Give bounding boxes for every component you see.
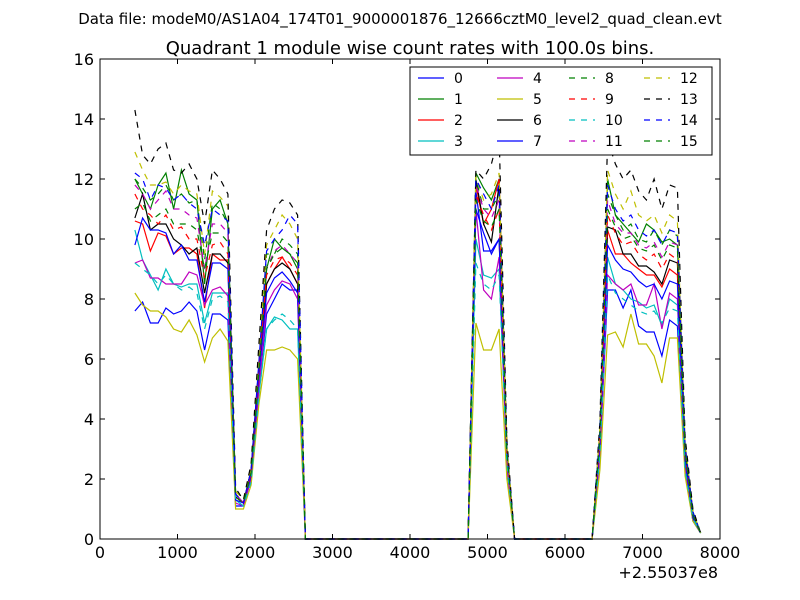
legend-label-8: 8 — [605, 71, 614, 87]
chart-title: Quadrant 1 module wise count rates with … — [166, 38, 655, 59]
legend-label-6: 6 — [533, 113, 542, 129]
legend-label-7: 7 — [533, 134, 542, 150]
series-line-14 — [134, 172, 702, 540]
legend-label-15: 15 — [680, 134, 698, 150]
x-tick-label: 3000 — [312, 543, 353, 562]
plot-area — [134, 109, 702, 540]
x-tick-label: 4000 — [390, 543, 431, 562]
series-line-4 — [134, 208, 702, 540]
series-line-9 — [134, 193, 702, 540]
series-line-15 — [134, 199, 702, 540]
series-line-10 — [134, 262, 702, 540]
series-line-5 — [134, 292, 702, 540]
x-tick-label: 8000 — [700, 543, 741, 562]
y-tick-label: 4 — [84, 410, 94, 429]
x-tick-label: 2000 — [235, 543, 276, 562]
series-line-6 — [134, 178, 702, 540]
legend-label-4: 4 — [533, 71, 542, 87]
y-tick-label: 0 — [84, 530, 94, 549]
y-tick-label: 14 — [74, 110, 94, 129]
y-tick-label: 8 — [84, 290, 94, 309]
legend-label-11: 11 — [605, 134, 623, 150]
y-tick-label: 2 — [84, 470, 94, 489]
y-tick-label: 12 — [74, 170, 94, 189]
x-tick-label: 5000 — [467, 543, 508, 562]
y-tick-label: 6 — [84, 350, 94, 369]
series-line-0 — [134, 190, 702, 540]
series-line-1 — [134, 167, 702, 540]
legend-label-9: 9 — [605, 92, 614, 108]
legend-label-10: 10 — [605, 113, 623, 129]
legend-label-3: 3 — [454, 134, 463, 150]
legend-label-1: 1 — [454, 92, 463, 108]
x-tick-label: 1000 — [157, 543, 198, 562]
legend-label-13: 13 — [680, 92, 698, 108]
legend-box — [409, 66, 713, 156]
x-tick-label: 0 — [95, 543, 105, 562]
x-tick-label: 7000 — [622, 543, 663, 562]
legend-label-14: 14 — [680, 113, 698, 129]
x-axis-offset-label: +2.55037e8 — [618, 563, 718, 582]
series-line-3 — [134, 229, 702, 540]
legend-label-2: 2 — [454, 113, 463, 129]
y-tick-label: 10 — [74, 230, 94, 249]
legend-label-5: 5 — [533, 92, 542, 108]
series-line-11 — [134, 184, 702, 540]
legend-label-12: 12 — [680, 71, 698, 87]
data-file-suptitle: Data file: modeM0/AS1A04_174T01_90000018… — [78, 10, 722, 29]
x-tick-label: 6000 — [545, 543, 586, 562]
series-line-7 — [134, 208, 702, 540]
legend-label-0: 0 — [454, 71, 463, 87]
y-tick-label: 16 — [74, 50, 94, 69]
axes: 0 1000 2000 3000 4000 5000 6000 7000 80000246810… — [74, 50, 741, 562]
series-line-13 — [134, 109, 702, 540]
